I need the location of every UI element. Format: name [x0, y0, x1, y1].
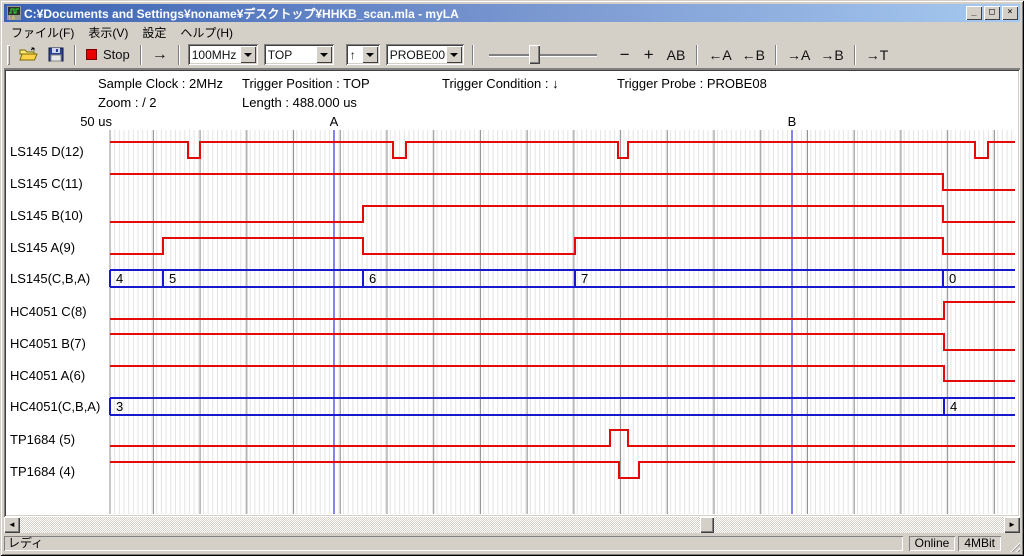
menu-file[interactable]: ファイル(F) [11, 25, 75, 40]
set-cursor-b-button[interactable]: →B [820, 46, 844, 63]
toolbar-separator [140, 45, 142, 65]
title-bar: LA C:¥Documents and Settings¥noname¥デスクト… [4, 4, 1020, 22]
trigger-probe-info: Trigger Probe : PROBE08 [617, 76, 767, 91]
stop-button[interactable]: Stop [81, 44, 135, 66]
trigger-probe-select[interactable]: PROBE00 [385, 44, 464, 65]
goto-cursor-b-button[interactable]: ←B [741, 46, 765, 63]
scroll-right-icon[interactable]: ► [1004, 517, 1020, 533]
toolbar-separator [775, 45, 777, 65]
zoom-out-button[interactable]: − [619, 44, 630, 64]
trigger-edge-select[interactable]: ↑ [345, 44, 380, 65]
trigger-probe-value: PROBE00 [389, 47, 446, 62]
trigger-position-info: Trigger Position : TOP [242, 76, 370, 91]
goto-cursor-a-button[interactable]: ←A [708, 46, 732, 63]
status-ready: レディ [4, 536, 903, 551]
window-title: C:¥Documents and Settings¥noname¥デスクトップ¥… [24, 6, 459, 21]
sample-clock-select[interactable]: 100MHz [187, 44, 258, 65]
menu-bar: ファイル(F) 表示(V) 設定 ヘルプ(H) [4, 23, 1020, 41]
stop-label: Stop [103, 47, 130, 62]
toolbar-separator [74, 45, 76, 65]
save-floppy-icon [48, 47, 64, 62]
menu-view[interactable]: 表示(V) [88, 25, 129, 40]
trigger-condition-info: Trigger Condition : ↓ [442, 76, 559, 91]
ab-range-button[interactable]: AB [666, 46, 686, 63]
close-button[interactable]: × [1002, 6, 1018, 20]
waveform-client-area [4, 69, 1020, 517]
status-memory-badge: 4MBit [958, 536, 1001, 551]
toolbar-grip [7, 44, 10, 65]
chevron-down-icon[interactable] [361, 46, 378, 63]
toolbar: Stop → 100MHz TOP ↑ PROBE00 − + AB [4, 41, 1020, 69]
scroll-left-icon[interactable]: ◄ [4, 517, 20, 533]
trigger-position-select[interactable]: TOP [263, 44, 334, 65]
trigger-position-value: TOP [267, 47, 293, 62]
set-cursor-a-button[interactable]: →A [787, 46, 811, 63]
maximize-button[interactable]: □ [984, 6, 1000, 20]
length-info: Length : 488.000 us [242, 95, 357, 110]
toolbar-separator [696, 45, 698, 65]
toolbar-separator [472, 45, 474, 65]
open-folder-icon [19, 47, 38, 61]
zoom-info: Zoom : / 2 [98, 95, 157, 110]
open-file-button[interactable] [14, 44, 43, 66]
sample-clock-info: Sample Clock : 2MHz [98, 76, 223, 91]
scrollbar-thumb[interactable] [700, 517, 714, 533]
trigger-edge-value: ↑ [349, 47, 356, 62]
status-online-badge: Online [909, 536, 956, 551]
menu-settings[interactable]: 設定 [142, 25, 167, 40]
svg-text:LA: LA [9, 16, 16, 21]
toolbar-separator [178, 45, 180, 65]
sample-clock-value: 100MHz [191, 47, 237, 62]
run-button[interactable]: → [151, 45, 168, 63]
chevron-down-icon[interactable] [315, 46, 332, 63]
chevron-down-icon[interactable] [445, 46, 462, 63]
zoom-in-button[interactable]: + [643, 44, 654, 64]
save-button[interactable] [43, 44, 69, 66]
zoom-slider-thumb[interactable] [528, 44, 540, 64]
minimize-button[interactable]: _ [966, 6, 982, 20]
zoom-slider-track[interactable] [488, 53, 597, 56]
menu-help[interactable]: ヘルプ(H) [180, 25, 234, 40]
resize-grip[interactable] [1008, 540, 1020, 552]
stop-icon [86, 49, 97, 60]
toolbar-separator [854, 45, 856, 65]
horizontal-scrollbar[interactable]: ◄ ► [4, 517, 1020, 533]
goto-trigger-button[interactable]: →T [865, 46, 889, 63]
chevron-down-icon[interactable] [239, 46, 256, 63]
app-icon: LA [7, 6, 21, 20]
status-bar: レディ Online 4MBit [4, 535, 1020, 552]
zoom-slider[interactable] [488, 44, 597, 65]
